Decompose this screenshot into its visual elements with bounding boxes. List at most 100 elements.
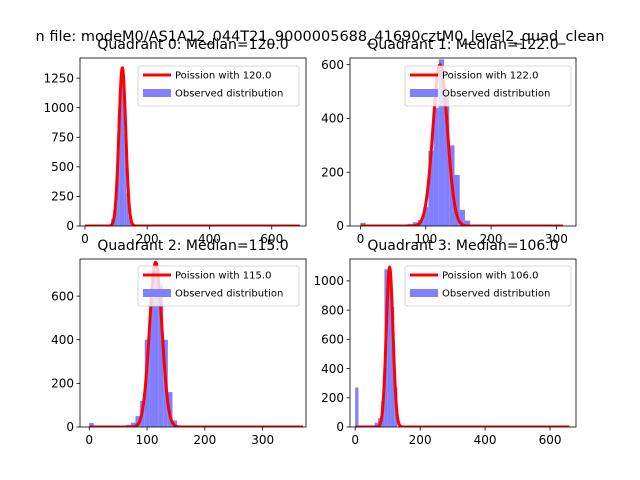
histogram-bar bbox=[124, 133, 127, 226]
y-tick-label: 0 bbox=[66, 219, 74, 233]
y-tick-label: 600 bbox=[321, 58, 344, 72]
x-tick-label: 0 bbox=[81, 232, 89, 246]
histogram-bar bbox=[158, 285, 164, 427]
subplot-quadrant-3: Quadrant 3: Median=106.0 0 200 400 600 0 200 4… bbox=[313, 238, 577, 447]
histogram-bar bbox=[387, 280, 391, 427]
histogram-bar bbox=[153, 269, 159, 427]
legend: Poission with 122.0 Observed distribution bbox=[404, 65, 572, 107]
legend-bar-swatch bbox=[143, 289, 171, 297]
legend-label: Poission with 115.0 bbox=[175, 271, 271, 282]
legend-label: Observed distribution bbox=[175, 89, 283, 100]
legend-label: Poission with 106.0 bbox=[442, 271, 538, 282]
subplot-title: Quadrant 0: Median=120.0 bbox=[97, 37, 288, 53]
histogram-bar bbox=[454, 174, 460, 226]
y-tick-label: 250 bbox=[51, 190, 74, 204]
y-tick-label: 200 bbox=[321, 165, 344, 179]
histogram-bar bbox=[135, 416, 141, 427]
y-tick-label: 0 bbox=[336, 219, 344, 233]
legend-bar-swatch bbox=[143, 89, 171, 97]
figure-title: n file: modeM0/AS1A12_044T21_9000005688_… bbox=[36, 29, 605, 45]
subplot-quadrant-2: Quadrant 2: Median=115.0 0 100 200 300 0 200 4… bbox=[51, 238, 307, 447]
poisson-curve bbox=[359, 63, 564, 226]
legend-frame bbox=[404, 65, 572, 107]
x-tick-label: 300 bbox=[545, 232, 568, 246]
y-tick-label: 200 bbox=[51, 377, 74, 391]
legend: Poission with 120.0 Observed distribution bbox=[137, 65, 300, 107]
histogram-bar bbox=[444, 91, 450, 226]
legend: Poission with 115.0 Observed distribution bbox=[137, 265, 300, 307]
histogram-bar bbox=[390, 307, 395, 427]
subplot-quadrant-1: Quadrant 1: Median=122.0 0 100 200 300 0 200 4… bbox=[321, 37, 577, 246]
histogram-bar bbox=[374, 422, 378, 427]
plot-area: 0 200 400 600 0 250 500 750 1000 1250 Poission wit… bbox=[43, 57, 307, 246]
subplot-title: Quadrant 2: Median=115.0 bbox=[97, 238, 288, 254]
histogram-bar bbox=[122, 72, 125, 226]
histogram-bar bbox=[119, 86, 123, 226]
x-tick-label: 100 bbox=[414, 232, 437, 246]
x-tick-label: 200 bbox=[409, 433, 432, 447]
histogram-bar bbox=[355, 387, 359, 427]
histogram-bar bbox=[428, 150, 434, 226]
y-tick-label: 800 bbox=[321, 303, 344, 317]
x-tick-label: 200 bbox=[136, 232, 159, 246]
legend-label: Poission with 120.0 bbox=[175, 71, 271, 82]
axes-frame bbox=[79, 57, 307, 227]
y-tick-label: 0 bbox=[66, 420, 74, 434]
axes-frame bbox=[349, 258, 577, 428]
histogram-bar bbox=[126, 192, 129, 226]
legend: Poission with 106.0 Observed distribution bbox=[404, 265, 572, 307]
x-tick-label: 0 bbox=[85, 433, 93, 447]
x-tick-label: 600 bbox=[539, 433, 562, 447]
y-tick-label: 0 bbox=[336, 420, 344, 434]
histogram-bar bbox=[438, 59, 445, 226]
x-tick-label: 400 bbox=[474, 433, 497, 447]
y-tick-label: 400 bbox=[51, 333, 74, 347]
subplot-title: Quadrant 3: Median=106.0 bbox=[367, 238, 558, 254]
y-tick-label: 600 bbox=[51, 289, 74, 303]
histogram-bar bbox=[464, 220, 471, 226]
histogram-bar bbox=[360, 222, 366, 226]
subplot-title: Quadrant 1: Median=122.0 bbox=[367, 37, 558, 53]
x-tick-label: 600 bbox=[260, 232, 283, 246]
legend-label: Observed distribution bbox=[442, 289, 550, 300]
x-tick-label: 400 bbox=[198, 232, 221, 246]
x-tick-label: 300 bbox=[251, 433, 274, 447]
data-layer bbox=[88, 260, 305, 427]
plot-area: 0 200 400 600 0 200 400 600 800 1000 Poission with… bbox=[313, 258, 577, 447]
y-tick-label: 500 bbox=[51, 160, 74, 174]
legend-label: Observed distribution bbox=[175, 289, 283, 300]
plot-area: 0 100 200 300 0 200 400 600 Poission with 115.0 O… bbox=[51, 258, 307, 447]
axes-frame bbox=[79, 258, 307, 428]
plot-area: 0 100 200 300 0 200 400 600 Poission with 122.0 O… bbox=[321, 57, 577, 246]
legend-frame bbox=[137, 265, 300, 307]
poisson-curve bbox=[84, 66, 301, 226]
x-tick-label: 100 bbox=[136, 433, 159, 447]
legend-label: Observed distribution bbox=[442, 89, 550, 100]
axes-frame bbox=[349, 57, 577, 227]
legend-label: Poission with 122.0 bbox=[442, 71, 538, 82]
x-tick-label: 200 bbox=[193, 433, 216, 447]
data-layer bbox=[354, 265, 571, 427]
y-tick-label: 400 bbox=[321, 362, 344, 376]
histogram-bar bbox=[459, 209, 465, 226]
legend-bar-swatch bbox=[410, 289, 438, 297]
histogram-bar bbox=[423, 207, 429, 226]
x-tick-label: 0 bbox=[351, 433, 359, 447]
histogram-bar bbox=[433, 107, 439, 226]
legend-frame bbox=[137, 65, 300, 107]
x-tick-label: 200 bbox=[480, 232, 503, 246]
data-layer bbox=[359, 59, 564, 226]
legend-frame bbox=[404, 265, 572, 307]
y-tick-label: 1000 bbox=[313, 274, 344, 288]
histogram-bar bbox=[130, 422, 136, 427]
y-tick-label: 1000 bbox=[43, 101, 74, 115]
subplot-quadrant-0: Quadrant 0: Median=120.0 0 200 400 600 0 250 5… bbox=[43, 37, 307, 246]
y-tick-label: 1250 bbox=[43, 71, 74, 85]
histogram-bar bbox=[149, 298, 154, 427]
y-tick-label: 600 bbox=[321, 333, 344, 347]
poisson-curve bbox=[354, 265, 571, 427]
legend-bar-swatch bbox=[410, 89, 438, 97]
x-tick-label: 0 bbox=[357, 232, 365, 246]
histogram-bar bbox=[89, 423, 94, 427]
